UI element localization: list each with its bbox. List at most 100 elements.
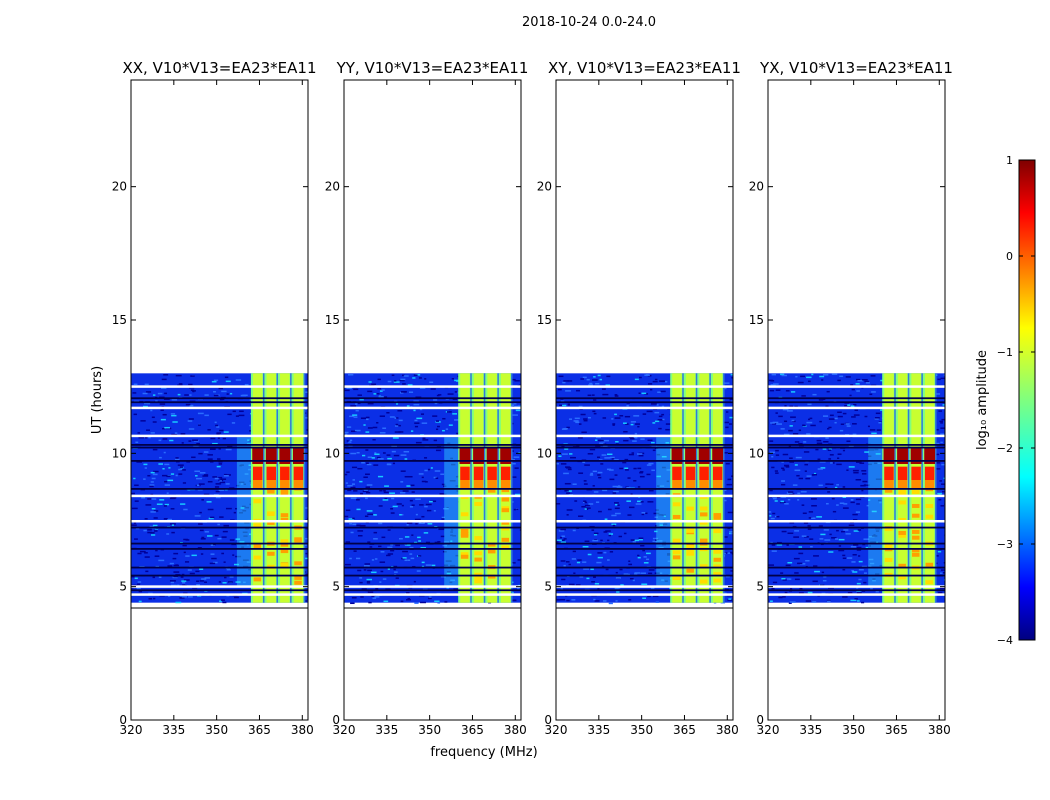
dark-row (131, 548, 308, 550)
bright-stripe (712, 448, 724, 464)
dark-row (131, 542, 308, 545)
x-tick-label: 380 (716, 723, 739, 737)
x-tick-label: 380 (504, 723, 527, 737)
dark-row (131, 566, 308, 569)
flagged-row (556, 585, 733, 588)
panel-image (344, 373, 521, 605)
panel-title: XY, V10*V13=EA23*EA11 (548, 59, 741, 77)
y-tick-label: 10 (749, 446, 764, 460)
x-tick-label: 365 (461, 723, 484, 737)
y-tick-label: 0 (544, 713, 552, 727)
dark-row (556, 397, 733, 400)
x-tick-label: 380 (928, 723, 951, 737)
y-tick-label: 20 (537, 180, 552, 194)
dark-row (768, 542, 945, 545)
dark-row (344, 401, 521, 404)
flagged-row (556, 520, 733, 523)
dark-row (131, 460, 308, 462)
band-haze (236, 437, 251, 587)
y-tick-label: 0 (332, 713, 340, 727)
x-tick-label: 320 (757, 723, 780, 737)
colorbar-tick-label: 1 (1006, 154, 1013, 167)
flagged-row (768, 585, 945, 588)
flagged-row (768, 406, 945, 410)
dark-row (768, 444, 945, 446)
flagged-row (344, 520, 521, 523)
flagged-row (131, 434, 308, 438)
dark-row (131, 488, 308, 490)
panel-title: YY, V10*V13=EA23*EA11 (336, 59, 529, 77)
dark-row (344, 589, 521, 592)
flagged-row (344, 494, 521, 498)
dark-row (344, 444, 521, 446)
flagged-row (344, 385, 521, 388)
bright-stripe (473, 448, 484, 464)
y-tick-label: 5 (756, 580, 764, 594)
x-tick-label: 380 (291, 723, 314, 737)
colorbar-ticks: −4 −3 −2 −1 0 1 (997, 154, 1035, 647)
dark-row (131, 397, 308, 400)
bright-stripe (265, 448, 277, 464)
colorbar-tick-label: −2 (997, 442, 1013, 455)
y-tick-label: 20 (112, 180, 127, 194)
flagged-row (768, 520, 945, 523)
dark-row (131, 446, 308, 449)
dark-row (131, 589, 308, 592)
colorbar-label: log₁₀ amplitude (975, 350, 990, 450)
y-tick-label: 20 (325, 180, 340, 194)
dark-row (768, 566, 945, 569)
dark-row (344, 446, 521, 449)
panel-frame (767, 79, 946, 721)
flagged-row (131, 494, 308, 498)
dark-row (344, 548, 521, 550)
y-tick-label: 10 (112, 446, 127, 460)
dark-row (131, 444, 308, 446)
panel-frame (343, 79, 522, 721)
panels: XX, V10*V13=EA23*EA11 0 5 10 15 20 320 335 350 36… (112, 59, 953, 737)
dark-row (768, 488, 945, 490)
panel-3: XY, V10*V13=EA23*EA11 0 5 10 15 20 320 335 350 36… (537, 59, 741, 737)
y-tick-label: 15 (112, 313, 127, 327)
dark-row (556, 574, 733, 577)
x-axis-label: frequency (MHz) (430, 745, 537, 760)
dark-row (344, 574, 521, 577)
panel-2: YY, V10*V13=EA23*EA11 0 5 10 15 20 320 335 350 36… (325, 59, 529, 737)
bright-stripe (897, 448, 908, 464)
bright-stripe (698, 448, 710, 464)
dark-row (768, 589, 945, 592)
x-tick-label: 335 (375, 723, 398, 737)
x-tick-label: 350 (418, 723, 441, 737)
flagged-row (131, 520, 308, 523)
y-tick-label: 15 (325, 313, 340, 327)
dark-row (556, 446, 733, 449)
y-tick-label: 15 (537, 313, 552, 327)
panel-4: YX, V10*V13=EA23*EA11 0 5 10 15 20 320 335 350 36… (749, 59, 953, 737)
y-tick-label: 20 (749, 180, 764, 194)
dark-row (131, 574, 308, 577)
band-haze (444, 437, 459, 587)
flagged-row (556, 406, 733, 410)
dark-row (344, 397, 521, 400)
dark-row (556, 548, 733, 550)
dark-row (556, 488, 733, 490)
flagged-row (556, 385, 733, 388)
x-tick-label: 365 (885, 723, 908, 737)
bright-stripe (500, 448, 512, 464)
panel-image (131, 373, 308, 604)
x-tick-label: 365 (248, 723, 271, 737)
dark-row (131, 526, 308, 529)
dark-row (344, 566, 521, 569)
bright-stripe (883, 448, 895, 464)
panel-frame (555, 79, 734, 721)
bright-stripe (252, 448, 264, 464)
bright-stripe (910, 448, 922, 464)
panel-title: XX, V10*V13=EA23*EA11 (122, 59, 316, 77)
x-tick-label: 320 (333, 723, 356, 737)
flagged-row (556, 434, 733, 438)
panel-image (768, 373, 945, 604)
flagged-row (344, 434, 521, 438)
dark-row (768, 397, 945, 400)
figure-suptitle: 2018-10-24 0.0-24.0 (522, 15, 656, 30)
flagged-row (556, 593, 733, 596)
